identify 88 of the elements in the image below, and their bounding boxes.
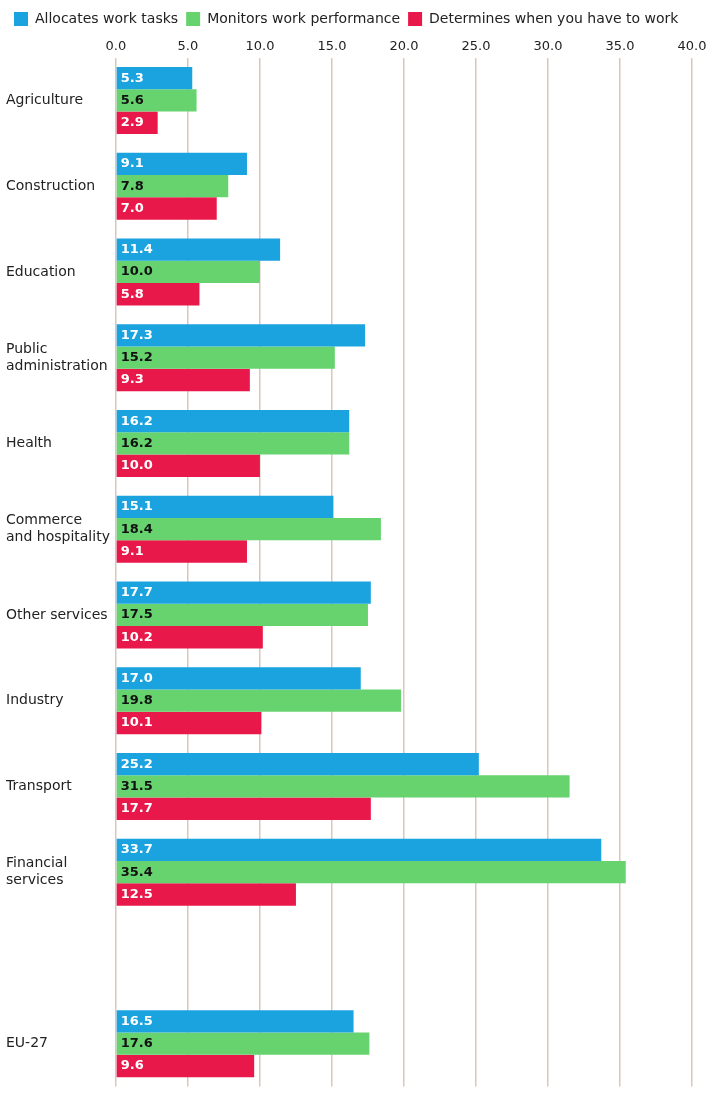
bar bbox=[116, 518, 381, 541]
bar bbox=[116, 175, 229, 198]
bar bbox=[116, 838, 602, 862]
x-tick-label: 30.0 bbox=[533, 38, 563, 54]
bar bbox=[116, 454, 260, 477]
bar bbox=[116, 861, 626, 884]
bar bbox=[116, 260, 260, 284]
data-label: 10.0 bbox=[120, 263, 153, 279]
bar bbox=[116, 626, 263, 649]
data-label: 18.4 bbox=[120, 520, 153, 536]
bar bbox=[116, 883, 296, 906]
data-label: 9.3 bbox=[120, 371, 144, 387]
data-label: 12.5 bbox=[120, 885, 153, 901]
bar bbox=[116, 581, 371, 604]
data-label: 16.2 bbox=[120, 412, 153, 428]
bar bbox=[116, 197, 217, 220]
bar bbox=[116, 324, 366, 347]
data-label: 16.2 bbox=[120, 434, 153, 450]
data-label: 10.1 bbox=[120, 714, 153, 730]
x-tick-label: 5.0 bbox=[177, 38, 199, 54]
y-tick-label: Agriculture bbox=[6, 91, 83, 108]
bar bbox=[116, 1054, 255, 1078]
bar bbox=[116, 775, 570, 798]
legend-label: Determines when you have to work bbox=[429, 9, 680, 26]
bar bbox=[116, 89, 197, 112]
bar bbox=[116, 753, 479, 776]
data-label: 31.5 bbox=[120, 777, 153, 793]
y-tick-label: Construction bbox=[6, 176, 96, 193]
legend-label: Allocates work tasks bbox=[35, 9, 179, 26]
data-label: 11.4 bbox=[120, 241, 153, 257]
data-label: 7.0 bbox=[120, 199, 144, 215]
y-tick-label: Health bbox=[6, 434, 52, 451]
data-label: 9.1 bbox=[120, 155, 144, 171]
data-label: 5.6 bbox=[120, 91, 144, 107]
data-label: 17.6 bbox=[120, 1035, 153, 1051]
bar bbox=[116, 667, 361, 690]
x-tick-label: 25.0 bbox=[461, 38, 491, 54]
bar bbox=[116, 540, 247, 563]
data-label: 2.9 bbox=[120, 114, 144, 130]
x-tick-label: 20.0 bbox=[389, 38, 419, 54]
y-tick-label: Other services bbox=[6, 605, 108, 622]
y-tick-label: Industry bbox=[6, 691, 64, 708]
data-label: 9.6 bbox=[120, 1057, 144, 1073]
data-label: 10.2 bbox=[120, 628, 153, 644]
x-tick-label: 35.0 bbox=[605, 38, 635, 54]
y-tick-label: Education bbox=[6, 262, 76, 279]
y-tick-label: EU-27 bbox=[6, 1034, 48, 1051]
data-label: 17.5 bbox=[120, 606, 153, 622]
data-label: 16.5 bbox=[120, 1012, 153, 1028]
x-tick-label: 10.0 bbox=[245, 38, 275, 54]
bar bbox=[116, 346, 335, 369]
data-label: 17.7 bbox=[120, 584, 153, 600]
bar bbox=[116, 67, 193, 90]
bar bbox=[116, 689, 402, 712]
bar bbox=[116, 152, 247, 176]
y-tick-label: Financial services bbox=[6, 854, 68, 888]
x-tick-label: 0.0 bbox=[105, 38, 127, 54]
data-label: 10.0 bbox=[120, 457, 153, 473]
data-label: 17.7 bbox=[120, 800, 153, 816]
data-label: 17.3 bbox=[120, 326, 153, 342]
y-tick-label: Transport bbox=[5, 777, 73, 794]
data-label: 35.4 bbox=[120, 863, 153, 879]
bar bbox=[116, 410, 350, 433]
data-label: 25.2 bbox=[120, 755, 153, 771]
data-label: 19.8 bbox=[120, 692, 153, 708]
bar bbox=[116, 432, 350, 455]
y-tick-label: Commerce and hospitality bbox=[6, 511, 110, 545]
bar bbox=[116, 495, 334, 519]
bar bbox=[116, 1032, 370, 1055]
bar bbox=[116, 283, 200, 306]
data-label: 5.3 bbox=[120, 69, 144, 85]
x-tick-label: 40.0 bbox=[677, 38, 707, 54]
data-label: 17.0 bbox=[120, 669, 153, 685]
bar bbox=[116, 368, 250, 392]
data-label: 7.8 bbox=[120, 177, 144, 193]
bar bbox=[116, 797, 371, 820]
data-label: 33.7 bbox=[120, 841, 153, 857]
bar bbox=[116, 711, 262, 735]
bar bbox=[116, 1010, 354, 1033]
data-label: 15.2 bbox=[120, 349, 153, 365]
data-label: 15.1 bbox=[120, 498, 153, 514]
y-tick-label: Public administration bbox=[6, 339, 108, 373]
bar bbox=[116, 238, 281, 261]
x-tick-label: 15.0 bbox=[317, 38, 347, 54]
legend-label: Monitors work performance bbox=[207, 9, 401, 26]
bar bbox=[116, 603, 368, 627]
data-label: 9.1 bbox=[120, 542, 144, 558]
data-label: 5.8 bbox=[120, 285, 144, 301]
